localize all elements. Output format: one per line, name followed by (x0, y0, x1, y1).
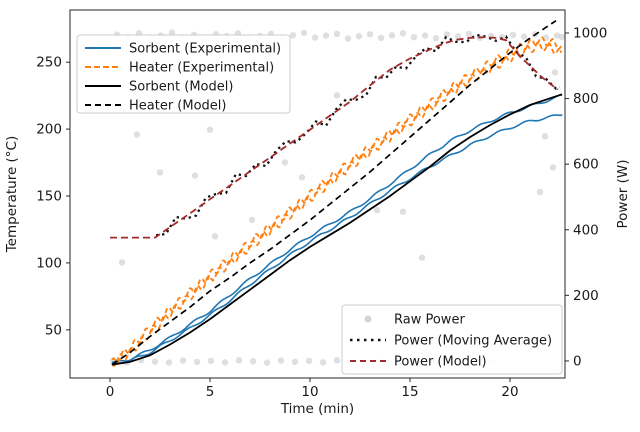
raw-power-point (193, 358, 201, 366)
x-axis-label: Time (min) (280, 401, 354, 417)
legend-label: Power (Model) (394, 355, 487, 370)
x-tick-label: 10 (301, 384, 318, 400)
y-left-tick-label: 50 (45, 322, 62, 338)
raw-power-point (191, 172, 199, 179)
raw-power-point (558, 33, 566, 41)
y-left-tick-label: 200 (36, 122, 62, 138)
raw-power-point (291, 358, 299, 366)
raw-power-point (300, 29, 308, 37)
raw-power-point (179, 357, 187, 364)
raw-power-point (151, 358, 159, 365)
y-axis-right: 0 200 400 600 800 1000 Power (W) (565, 25, 631, 369)
raw-power-point (281, 159, 289, 166)
raw-power-point (418, 254, 426, 261)
raw-power-point (520, 33, 528, 40)
raw-power-point (311, 34, 319, 41)
series-heater-experimental-run-2 (111, 40, 562, 367)
raw-power-point (355, 33, 363, 40)
legend-label: Heater (Experimental) (129, 61, 274, 76)
y-axis-left: 50 100 150 200 250 Temperature (°C) (4, 55, 70, 338)
raw-power-point (333, 30, 341, 38)
raw-power-point (536, 188, 544, 196)
raw-power-point (168, 29, 176, 36)
y-axis-left-label: Temperature (°C) (4, 136, 20, 254)
raw-power-point (432, 35, 440, 42)
plot-spines (69, 9, 566, 379)
raw-power-point (298, 174, 306, 181)
raw-power-point (207, 357, 215, 365)
y-right-tick-label: 800 (573, 91, 599, 107)
raw-power-point (263, 359, 271, 366)
raw-power-point (399, 30, 407, 37)
y-left-tick-label: 150 (36, 189, 62, 205)
series-power-model (110, 36, 559, 239)
raw-power-point (344, 35, 352, 42)
series-sorbent-experimental-run-1 (111, 94, 563, 364)
legend-label: Raw Power (394, 313, 465, 328)
raw-power-point (305, 357, 313, 365)
raw-power-point (454, 33, 462, 40)
legend-marker-dot (364, 315, 372, 323)
raw-power-point (551, 69, 559, 76)
raw-power-point (206, 126, 214, 133)
raw-power-point (322, 32, 330, 39)
raw-power-point (541, 133, 549, 140)
raw-power-point (388, 32, 396, 39)
raw-power-point (133, 131, 141, 138)
legend-label: Power (Moving Average) (394, 334, 552, 349)
legend-label: Sorbent (Experimental) (129, 42, 281, 57)
y-right-tick-label: 600 (573, 157, 599, 173)
legend-top-left-box (76, 34, 291, 114)
raw-power-point (366, 31, 374, 38)
y-axis-right-label: Power (W) (615, 160, 631, 229)
raw-power-point (410, 34, 418, 41)
x-tick-label: 5 (206, 384, 215, 400)
x-axis: 0 5 10 15 20 Time (min) (106, 378, 519, 417)
series-sorbent-experimental-run-2 (111, 113, 563, 364)
legend-top-left: Sorbent (Experimental) Heater (Experiment… (76, 34, 291, 114)
raw-power-point (211, 233, 219, 240)
raw-power-point (319, 359, 327, 366)
raw-power-point (549, 164, 557, 171)
raw-power-point (443, 31, 451, 38)
x-tick-label: 20 (501, 384, 518, 400)
raw-power-point (421, 32, 429, 39)
raw-power-point (333, 92, 341, 99)
raw-power-point (399, 208, 407, 215)
raw-power-point (221, 359, 229, 366)
series-sorbent-model (111, 93, 563, 366)
raw-power-point (249, 358, 257, 365)
raw-power-point (165, 359, 173, 366)
raw-power-point (118, 259, 126, 266)
raw-power-point (277, 357, 285, 364)
raw-power-point (377, 34, 385, 42)
series-heater-model (111, 19, 557, 366)
raw-power-point (509, 31, 517, 39)
y-right-tick-label: 200 (573, 288, 599, 304)
x-tick-label: 15 (401, 384, 418, 400)
legend-label: Heater (Model) (129, 99, 227, 114)
raw-power-point (333, 357, 341, 364)
y-right-tick-label: 0 (573, 353, 582, 369)
raw-power-point (289, 32, 297, 39)
y-left-tick-label: 100 (36, 255, 62, 271)
y-right-tick-label: 1000 (573, 25, 607, 41)
legend-bottom-right: Raw Power Power (Moving Average) Power (Mo… (341, 304, 563, 375)
y-right-tick-label: 400 (573, 222, 599, 238)
raw-power-point (553, 32, 561, 39)
raw-power-point (465, 30, 473, 38)
legend-label: Sorbent (Model) (129, 80, 233, 95)
series-heater-experimental-run-1 (111, 36, 562, 364)
raw-power-point (235, 357, 243, 364)
legend-bottom-right-box (341, 304, 563, 375)
y-left-tick-label: 250 (36, 55, 62, 71)
raw-power-point (248, 216, 256, 224)
x-tick-label: 0 (106, 384, 115, 400)
raw-power-point (156, 169, 164, 176)
raw-power-point (373, 206, 381, 214)
